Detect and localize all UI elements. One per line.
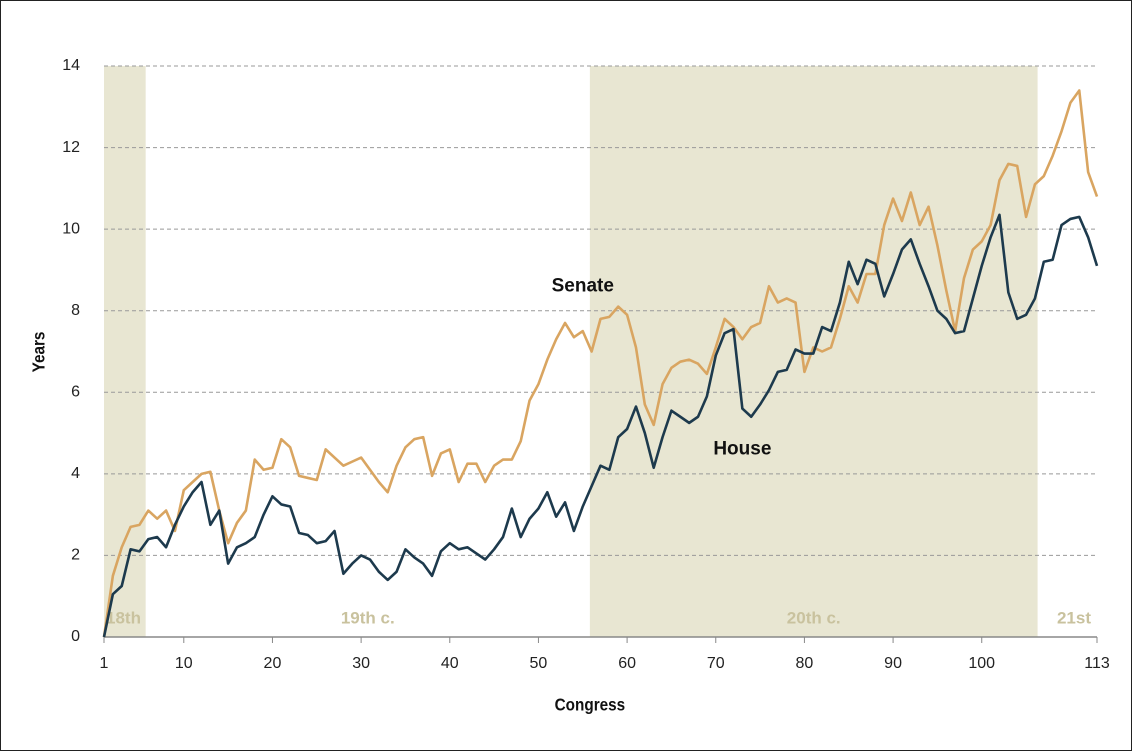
y-tick-label: 12 xyxy=(62,139,80,156)
x-tick-label: 1 xyxy=(100,655,109,672)
x-tick-label: 20 xyxy=(264,655,282,672)
x-tick-label: 100 xyxy=(968,655,995,672)
series-label: House xyxy=(713,438,771,459)
y-tick-label: 10 xyxy=(62,220,80,237)
x-tick-label: 70 xyxy=(707,655,725,672)
x-tick-label: 80 xyxy=(796,655,814,672)
era-label: 19th c. xyxy=(341,608,395,627)
y-tick-label: 4 xyxy=(71,465,80,482)
y-tick-label: 14 xyxy=(62,57,80,74)
y-tick-label: 6 xyxy=(71,384,80,401)
x-tick-label: 60 xyxy=(618,655,636,672)
era-label: 18th xyxy=(106,608,141,627)
x-tick-label: 30 xyxy=(352,655,370,672)
series-line xyxy=(102,213,1099,638)
x-tick-label: 90 xyxy=(884,655,902,672)
y-tick-label: 8 xyxy=(71,302,80,319)
y-tick-label: 0 xyxy=(71,628,80,645)
x-tick-label: 10 xyxy=(175,655,193,672)
y-tick-label: 2 xyxy=(71,547,80,564)
x-tick-label: 113 xyxy=(1084,655,1110,672)
x-tick-label: 40 xyxy=(441,655,459,672)
y-axis-label: Years xyxy=(29,332,49,373)
series-label: Senate xyxy=(552,275,614,296)
era-label: 21st xyxy=(1057,608,1091,627)
x-tick-label: 50 xyxy=(530,655,548,672)
series-line xyxy=(102,89,1099,638)
era-label: 20th c. xyxy=(787,608,841,627)
x-axis-label: Congress xyxy=(555,695,625,715)
